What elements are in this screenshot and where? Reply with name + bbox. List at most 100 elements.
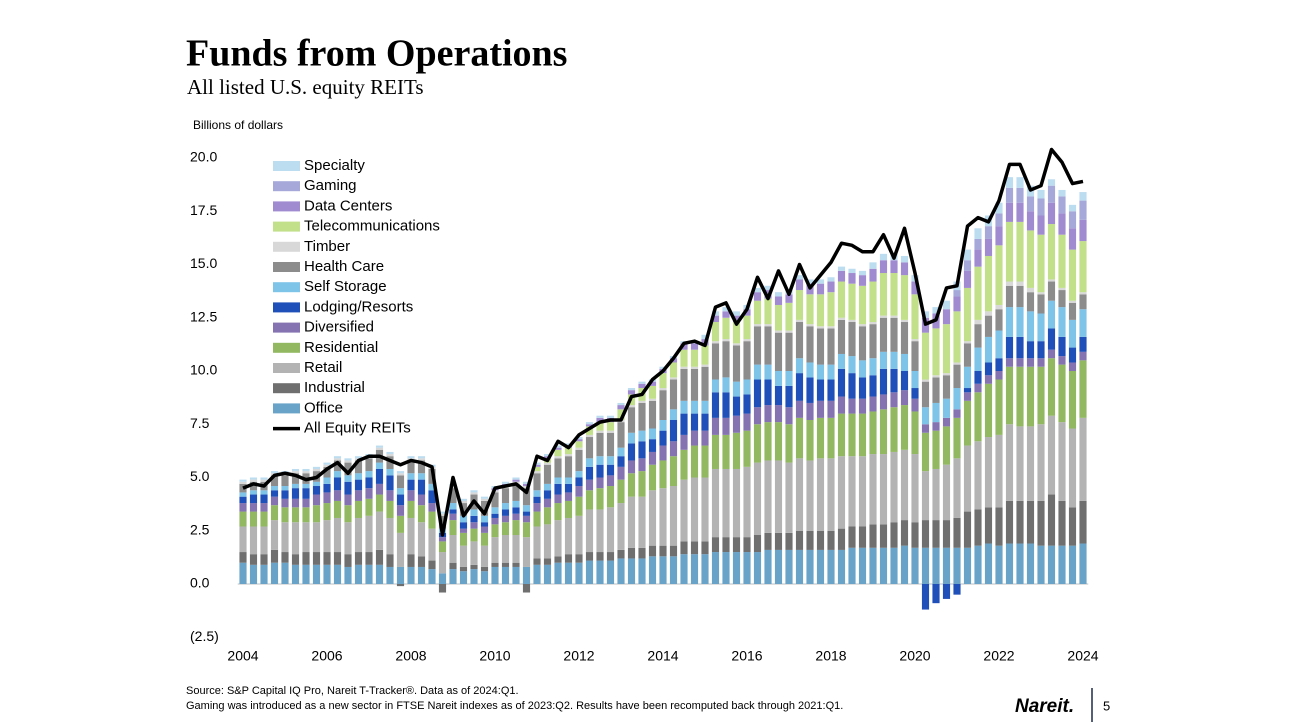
bar-segment <box>344 462 352 476</box>
bar-segment <box>942 426 951 465</box>
bar-segment <box>417 505 426 523</box>
bar-segment <box>1005 202 1014 222</box>
bar-segment <box>837 549 846 584</box>
bar-segment <box>837 353 846 369</box>
bar-segment <box>858 270 867 276</box>
bar-segment <box>375 483 384 495</box>
bar-segment <box>722 434 730 469</box>
bar-segment <box>1026 196 1035 212</box>
bar-segment <box>270 505 279 521</box>
bar-segment <box>995 245 1003 305</box>
bar-segment <box>417 556 426 567</box>
bar-segment <box>680 479 688 542</box>
bar-segment <box>407 554 415 567</box>
bar-segment <box>953 517 961 548</box>
bar-segment <box>911 294 919 340</box>
bar-segment <box>1058 196 1066 214</box>
bar-segment <box>774 371 783 386</box>
bar-segment <box>732 311 741 316</box>
bar-segment <box>795 275 804 280</box>
bar-segment <box>249 511 258 527</box>
bar-segment <box>848 547 856 584</box>
bar-segment <box>984 437 993 508</box>
bar-segment <box>701 345 709 365</box>
bar-segment <box>974 441 982 510</box>
bar-segment <box>585 466 594 480</box>
bar-segment <box>701 400 709 414</box>
bar-segment <box>1068 362 1077 371</box>
bar-segment <box>333 500 342 518</box>
bar-segment <box>963 343 972 367</box>
bar-segment <box>585 437 594 459</box>
bar-segment <box>1005 336 1014 359</box>
bar-segment <box>1016 543 1024 584</box>
bar-segment <box>974 371 982 384</box>
bar-segment <box>344 505 352 523</box>
bar-segment <box>375 494 384 512</box>
bar-segment <box>764 298 772 325</box>
bar-segment <box>921 547 930 584</box>
bar-segment <box>585 560 594 584</box>
bar-segment <box>984 543 993 584</box>
bar-segment <box>564 456 573 478</box>
bar-segment <box>1037 545 1045 584</box>
bar-segment <box>743 341 751 380</box>
bar-segment <box>281 490 289 499</box>
bar-segment <box>648 385 657 399</box>
bar-segment <box>575 554 583 563</box>
bar-segment <box>722 417 730 435</box>
bar-segment <box>690 541 699 555</box>
bar-segment <box>270 562 279 584</box>
bar-segment <box>659 545 667 557</box>
bar-segment <box>407 456 415 459</box>
x-tick-label: 2018 <box>815 648 846 664</box>
bar-segment <box>260 494 268 504</box>
bar-segment <box>501 535 510 563</box>
bar-segment <box>701 334 709 340</box>
bar-segment <box>564 554 573 563</box>
bar-segment <box>606 560 615 584</box>
bar-segment <box>816 458 825 531</box>
bar-segment <box>344 458 352 461</box>
bar-segment <box>386 454 394 457</box>
bar-segment <box>1005 366 1014 425</box>
bar-segment <box>711 341 720 344</box>
bar-segment <box>438 573 447 584</box>
bar-segment <box>669 486 678 546</box>
y-tick-label: 17.5 <box>190 202 217 218</box>
bar-segment <box>270 490 279 497</box>
bar-segment <box>921 379 930 382</box>
bar-segment <box>617 503 625 550</box>
bar-segment <box>1016 426 1024 501</box>
bar-segment <box>1068 507 1077 546</box>
bar-segment <box>291 471 300 474</box>
x-tick-label: 2006 <box>311 648 342 664</box>
y-tick-label: 7.5 <box>190 415 210 431</box>
bar-segment <box>711 379 720 393</box>
bar-segment <box>1047 349 1056 359</box>
bar-segment <box>585 490 594 510</box>
bar-segment <box>302 483 310 489</box>
bar-segment <box>459 515 468 523</box>
bar-segment <box>963 287 972 342</box>
bar-segment <box>659 460 667 489</box>
bar-segment <box>848 319 856 323</box>
bar-segment <box>806 460 814 531</box>
bar-segment <box>596 432 604 457</box>
bar-segment <box>921 407 930 425</box>
bar-segment <box>848 526 856 548</box>
bar-segment <box>585 552 594 561</box>
bar-segment <box>837 281 846 318</box>
bar-segment <box>795 322 804 359</box>
bar-segment <box>680 349 688 367</box>
bar-segment <box>722 537 730 553</box>
bar-segment <box>1026 543 1035 584</box>
bar-segment <box>942 375 951 399</box>
bar-segment <box>879 253 888 261</box>
bar-segment <box>837 528 846 550</box>
bar-segment <box>533 466 541 472</box>
bar-segment <box>627 390 636 395</box>
bar-segment <box>1079 417 1087 501</box>
bar-segment <box>921 332 930 380</box>
bar-segment <box>963 341 972 344</box>
